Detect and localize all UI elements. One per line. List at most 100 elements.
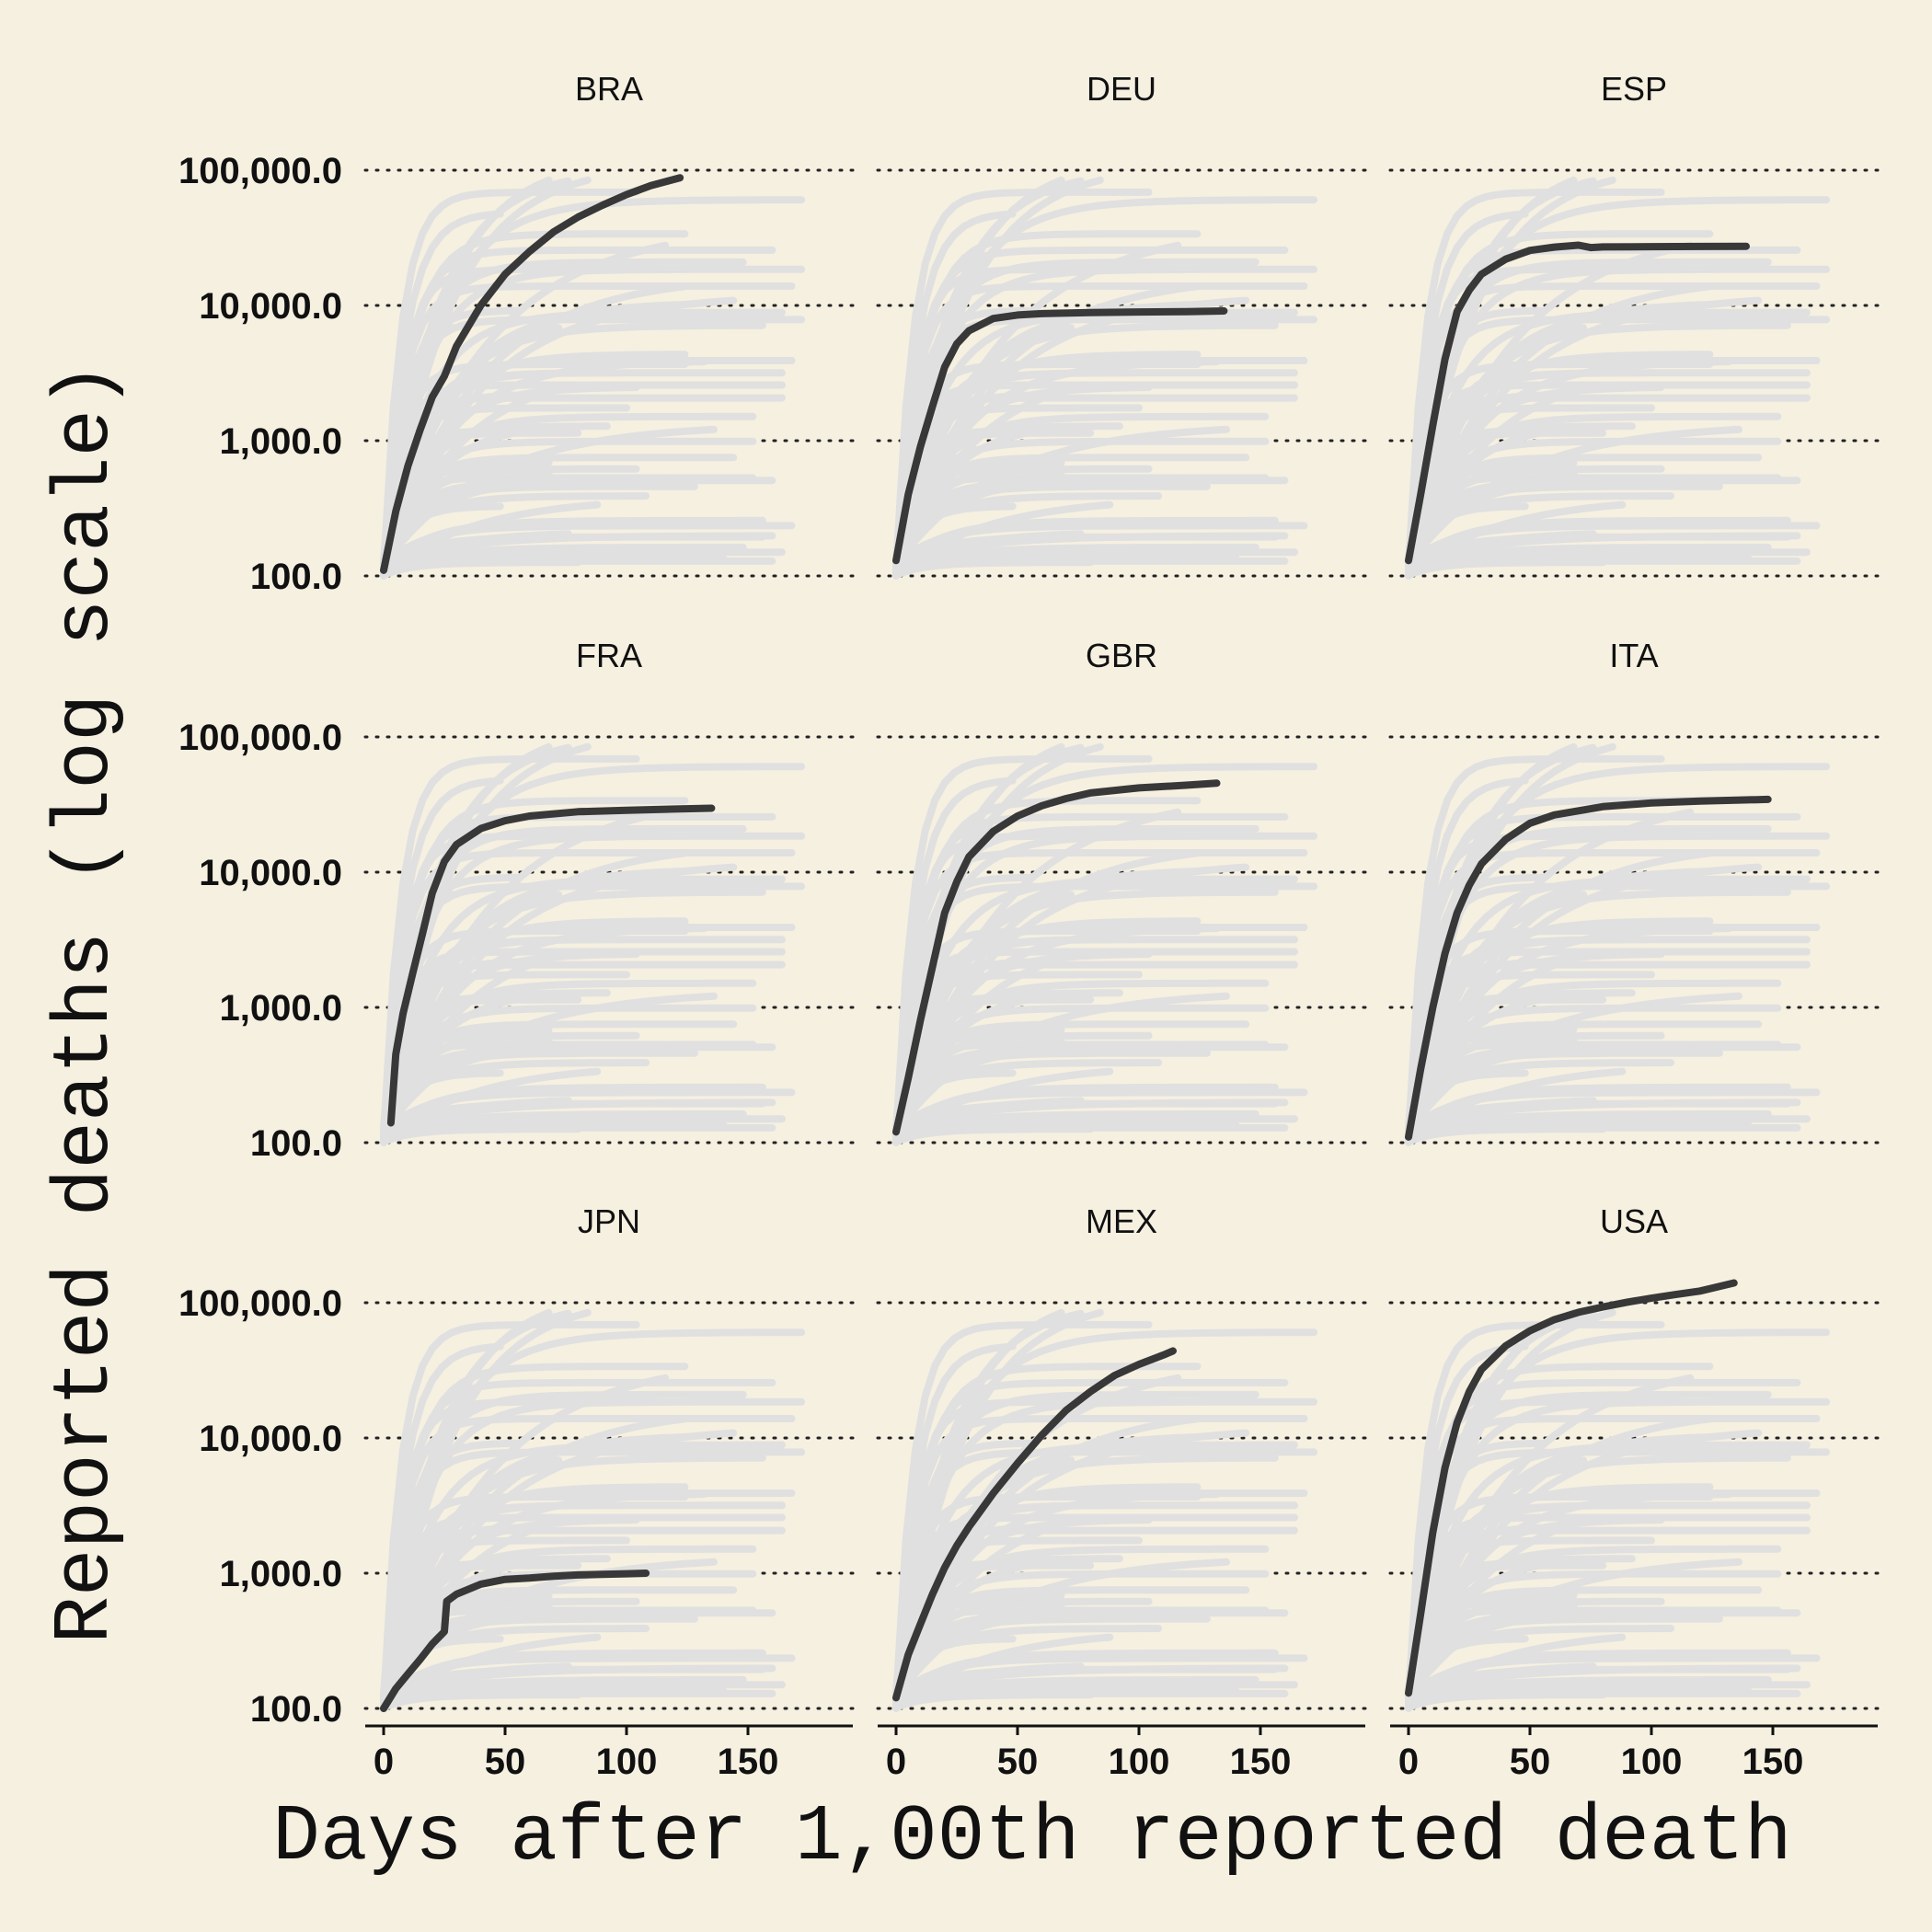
context-series-line <box>892 421 1027 580</box>
y-tick-label: 1,000.0 <box>220 988 342 1029</box>
context-series-line <box>892 979 1270 1143</box>
context-series-line <box>380 797 689 1144</box>
context-series-line <box>1405 1390 1772 1708</box>
context-series-line <box>1405 849 1714 1137</box>
context-series-line <box>1405 258 1772 575</box>
y-tick-label: 1,000.0 <box>220 1554 342 1594</box>
context-series-line <box>380 1664 776 1702</box>
context-series-line <box>380 1513 757 1704</box>
context-series-line <box>1405 1374 1695 1698</box>
context-series-line <box>1405 808 1695 1133</box>
context-series-line <box>1405 979 1782 1143</box>
context-series-line <box>1405 1570 1782 1705</box>
y-tick-label: 10,000.0 <box>199 286 342 327</box>
context-series-line <box>1405 1328 1831 1702</box>
x-tick-label: 150 <box>1230 1742 1292 1782</box>
context-series-line <box>380 1545 757 1708</box>
context-series-line <box>380 437 757 572</box>
context-series-line <box>1405 282 1714 570</box>
context-series-line <box>892 1037 1065 1144</box>
series-line-bra <box>380 174 684 574</box>
context-series-line <box>892 381 1270 571</box>
panel-gbr: GBR <box>876 637 1367 1146</box>
x-tick-label: 50 <box>1510 1742 1551 1782</box>
context-series-line <box>380 230 689 578</box>
context-series-line <box>380 776 504 1144</box>
x-tick-label: 100 <box>1621 1742 1683 1782</box>
panel-title: USA <box>1600 1202 1668 1240</box>
context-series-line <box>892 1342 1017 1709</box>
panel-jpn: 100.0 1,000.0 10,000.0 100,000.0 JPN 0 50 100 15… <box>178 1202 855 1782</box>
context-series-line <box>892 776 1017 1144</box>
context-series-line <box>892 1664 1289 1702</box>
context-series-line <box>1405 763 1831 1136</box>
y-tick-label: 100.0 <box>250 1689 342 1730</box>
context-series-line <box>380 176 592 579</box>
context-series-line <box>1405 1654 1821 1700</box>
panel-title: JPN <box>578 1202 640 1240</box>
context-series-line <box>380 1662 572 1697</box>
x-tick-label: 0 <box>886 1742 906 1782</box>
context-series-line <box>892 210 1017 577</box>
context-series-line <box>1405 470 1578 578</box>
context-series-line <box>892 1415 1202 1703</box>
context-series-line <box>380 522 796 568</box>
context-series-line <box>380 1026 553 1145</box>
panel-ita: ITA <box>1388 637 1880 1146</box>
context-series-line <box>1405 1004 1782 1139</box>
x-tick-label: 50 <box>997 1742 1039 1782</box>
context-series-line <box>1405 530 1597 565</box>
context-series-line <box>1405 176 1616 579</box>
series-line-fra <box>386 804 716 1127</box>
context-series-line <box>1405 532 1801 569</box>
context-series-line <box>892 437 1270 572</box>
context-series-line <box>380 1415 689 1703</box>
series-line-deu <box>892 307 1228 565</box>
context-series-line <box>380 241 670 566</box>
context-series-line <box>1405 308 1811 570</box>
context-series-line <box>380 381 757 571</box>
x-tick-label: 0 <box>374 1742 394 1782</box>
panel-title: MEX <box>1086 1202 1157 1240</box>
context-series-line <box>892 824 1259 1142</box>
context-series-line <box>380 849 689 1137</box>
x-tick-label: 150 <box>718 1742 779 1782</box>
context-series-line <box>1405 1098 1801 1136</box>
y-tick-label: 100.0 <box>250 557 342 597</box>
context-series-line <box>892 1397 1318 1700</box>
panel-title: BRA <box>575 70 643 108</box>
context-series-line <box>1405 522 1821 568</box>
context-series-line <box>1405 988 1539 1146</box>
context-series-line <box>380 1320 640 1704</box>
context-series-line <box>1405 412 1782 576</box>
context-series-line <box>1405 875 1811 1137</box>
series-line-ita <box>1405 795 1772 1141</box>
context-series-line <box>380 808 670 1133</box>
context-series-line <box>380 1390 747 1708</box>
y-tick-label: 100,000.0 <box>178 151 342 191</box>
context-series-line <box>892 1097 1085 1132</box>
context-series-line <box>380 1603 553 1710</box>
context-series-line <box>892 522 1308 568</box>
context-series-line <box>1405 1545 1782 1708</box>
y-tick-label: 100,000.0 <box>178 1283 342 1324</box>
context-series-line <box>380 1037 553 1144</box>
panel-title: FRA <box>576 637 642 674</box>
context-series-line <box>1405 1603 1578 1710</box>
context-series-line <box>380 1088 796 1134</box>
context-series-line <box>380 470 553 578</box>
context-series-line <box>892 1098 1289 1136</box>
context-series-line <box>1405 265 1831 568</box>
context-series-line <box>380 832 806 1134</box>
context-series-line <box>892 1662 1085 1697</box>
context-series-line <box>1405 948 1782 1138</box>
context-series-line <box>892 530 1085 565</box>
x-tick-label: 150 <box>1742 1742 1804 1782</box>
context-series-line <box>892 282 1202 570</box>
panel-title: ESP <box>1601 70 1667 108</box>
context-series-line <box>1405 832 1831 1134</box>
context-series-line <box>1405 776 1529 1144</box>
x-tick-label: 100 <box>1109 1742 1170 1782</box>
context-series-line <box>1405 824 1772 1142</box>
